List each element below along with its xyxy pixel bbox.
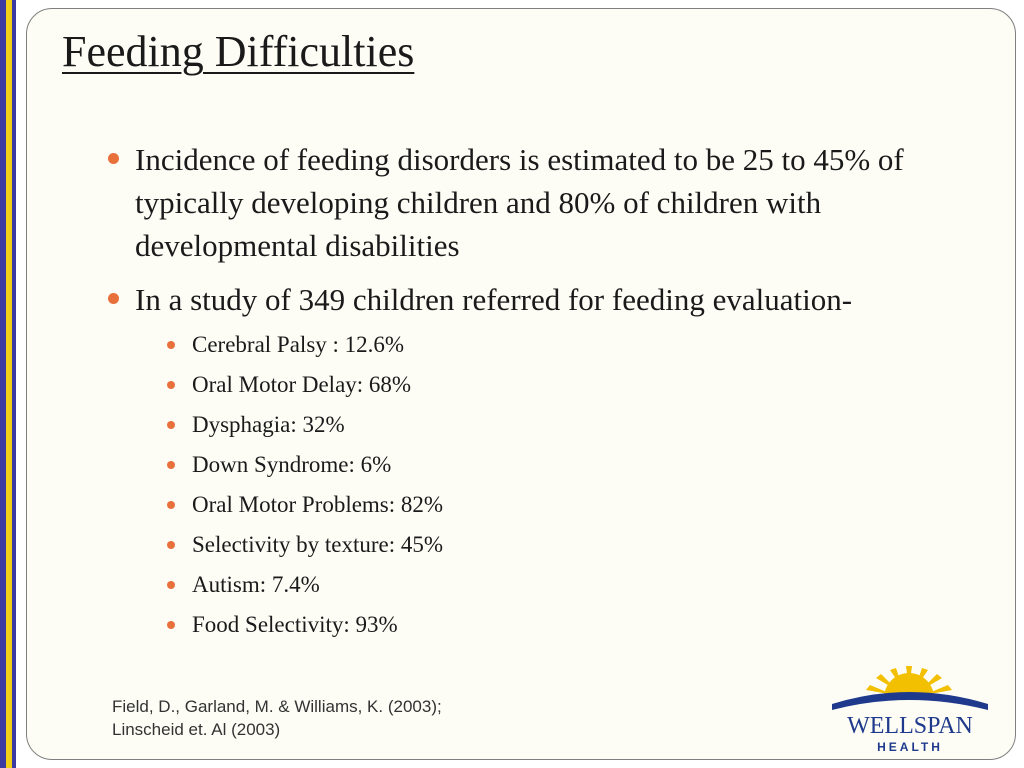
left-edge-stripe-blue-inner — [12, 0, 16, 768]
list-item-text: Dysphagia: 32% — [192, 412, 345, 437]
bullet-dot-icon — [108, 153, 119, 164]
list-item: Oral Motor Delay: 68% — [167, 365, 968, 405]
sub-bullet-dot-icon — [167, 541, 175, 549]
bullet-incidence: Incidence of feeding disorders is estima… — [108, 138, 968, 267]
bullet-text: Incidence of feeding disorders is estima… — [135, 142, 904, 263]
list-item: Autism: 7.4% — [167, 565, 968, 605]
slide-card — [26, 8, 1016, 760]
bullet-dot-icon — [108, 293, 119, 304]
citation-line: Field, D., Garland, M. & Williams, K. (2… — [112, 697, 442, 716]
sub-bullet-dot-icon — [167, 501, 175, 509]
sub-bullet-dot-icon — [167, 421, 175, 429]
list-item: Down Syndrome: 6% — [167, 445, 968, 485]
list-item: Cerebral Palsy : 12.6% — [167, 325, 968, 365]
citation: Field, D., Garland, M. & Williams, K. (2… — [112, 695, 442, 741]
citation-line: Linscheid et. Al (2003) — [112, 720, 281, 739]
sub-bullet-dot-icon — [167, 461, 175, 469]
bullet-study: In a study of 349 children referred for … — [108, 278, 968, 645]
wellspan-logo: WELLSPAN HEALTH — [832, 666, 988, 754]
list-item-text: Food Selectivity: 93% — [192, 612, 398, 637]
list-item-text: Oral Motor Delay: 68% — [192, 372, 412, 397]
list-item: Dysphagia: 32% — [167, 405, 968, 445]
study-results-list: Cerebral Palsy : 12.6% Oral Motor Delay:… — [167, 325, 968, 645]
list-item: Food Selectivity: 93% — [167, 605, 968, 645]
list-item-text: Down Syndrome: 6% — [192, 452, 392, 477]
sub-bullet-dot-icon — [167, 621, 175, 629]
sub-bullet-dot-icon — [167, 381, 175, 389]
list-item-text: Cerebral Palsy : 12.6% — [192, 332, 405, 357]
bullet-text: In a study of 349 children referred for … — [135, 282, 853, 317]
list-item: Oral Motor Problems: 82% — [167, 485, 968, 525]
left-edge-stripe-blue — [0, 0, 6, 768]
left-edge-stripe-yellow — [6, 0, 12, 768]
sub-bullet-dot-icon — [167, 581, 175, 589]
sub-bullet-dot-icon — [167, 341, 175, 349]
logo-tagline: HEALTH — [877, 740, 943, 754]
slide-title: Feeding Difficulties — [62, 27, 415, 76]
list-item-text: Oral Motor Problems: 82% — [192, 492, 444, 517]
list-item-text: Selectivity by texture: 45% — [192, 532, 444, 557]
logo-wordmark: WELLSPAN — [847, 713, 973, 739]
sunrise-logo-icon — [832, 666, 988, 710]
slide-content: Incidence of feeding disorders is estima… — [108, 138, 968, 656]
list-item: Selectivity by texture: 45% — [167, 525, 968, 565]
list-item-text: Autism: 7.4% — [192, 572, 320, 597]
